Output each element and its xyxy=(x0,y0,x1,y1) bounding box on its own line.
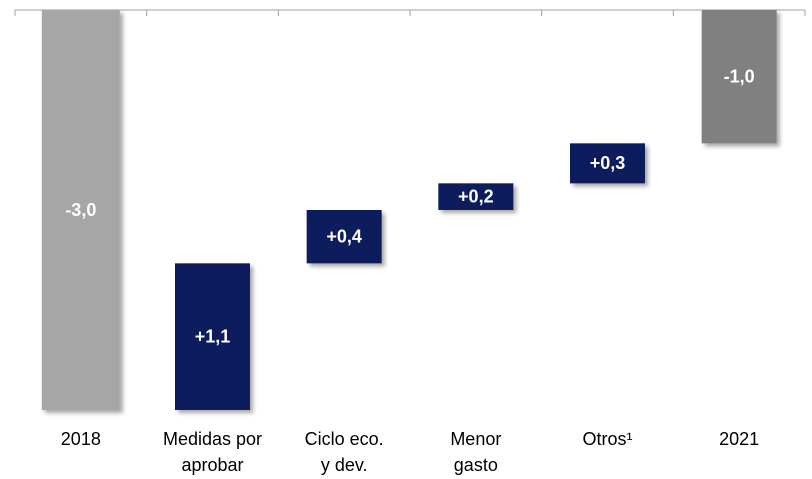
x-tick-label: Medidas por xyxy=(163,429,262,449)
bar xyxy=(175,263,250,410)
bar xyxy=(306,210,382,264)
value-label: -3,0 xyxy=(65,200,96,220)
value-label: -1,0 xyxy=(724,66,755,86)
x-tick-label: Ciclo eco. xyxy=(305,429,384,449)
x-tick-label: 2021 xyxy=(719,429,759,449)
x-tick-label: 2018 xyxy=(61,429,101,449)
x-tick-label: Menor xyxy=(450,429,501,449)
value-label: +1,1 xyxy=(195,326,231,346)
bar xyxy=(438,183,514,210)
x-tick-label: gasto xyxy=(454,455,498,475)
bar xyxy=(570,143,645,184)
x-tick-label: y dev. xyxy=(321,455,368,475)
value-label: +0,2 xyxy=(458,186,494,206)
bar xyxy=(41,10,120,410)
value-label: +0,3 xyxy=(590,153,626,173)
value-label: +0,4 xyxy=(326,226,362,246)
x-tick-label: aprobar xyxy=(181,455,243,475)
x-tick-label: Otros¹ xyxy=(582,429,632,449)
bar xyxy=(701,10,777,144)
